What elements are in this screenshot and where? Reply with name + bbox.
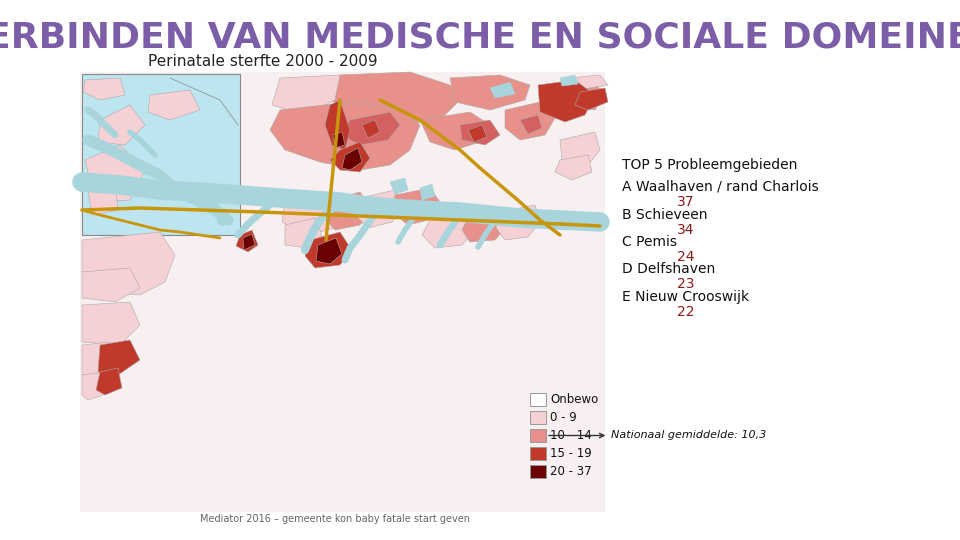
Polygon shape	[496, 205, 540, 240]
Polygon shape	[285, 218, 322, 248]
Bar	[530, 393, 546, 406]
Text: Nationaal gemiddelde: 10,3: Nationaal gemiddelde: 10,3	[549, 430, 766, 441]
Bar	[82, 74, 240, 235]
Bar	[530, 465, 546, 478]
Polygon shape	[243, 234, 255, 250]
Polygon shape	[96, 368, 122, 395]
Text: 20 - 37: 20 - 37	[550, 465, 591, 478]
Text: A Waalhaven / rand Charlois: A Waalhaven / rand Charlois	[622, 180, 819, 194]
Polygon shape	[82, 232, 175, 295]
Polygon shape	[342, 148, 362, 170]
Text: 10 - 14: 10 - 14	[550, 429, 591, 442]
Polygon shape	[560, 75, 578, 86]
Polygon shape	[325, 192, 372, 230]
Text: E Nieuw Crooswijk: E Nieuw Crooswijk	[622, 290, 749, 304]
Polygon shape	[85, 145, 145, 202]
Polygon shape	[560, 132, 600, 165]
Polygon shape	[83, 78, 125, 100]
Bar	[530, 429, 546, 442]
Bar	[530, 411, 546, 424]
Polygon shape	[330, 72, 460, 125]
Polygon shape	[490, 82, 515, 98]
Polygon shape	[420, 184, 435, 200]
Polygon shape	[462, 210, 508, 242]
Polygon shape	[272, 75, 340, 115]
Polygon shape	[538, 80, 595, 122]
Polygon shape	[392, 188, 440, 225]
Text: 0 - 9: 0 - 9	[550, 411, 577, 424]
Polygon shape	[520, 115, 542, 134]
Polygon shape	[362, 120, 380, 138]
Text: 34: 34	[677, 223, 694, 237]
Polygon shape	[305, 232, 352, 268]
Text: 23: 23	[677, 277, 694, 291]
Polygon shape	[82, 372, 112, 400]
Polygon shape	[236, 230, 258, 252]
Bar	[80, 72, 605, 512]
Text: 24: 24	[677, 250, 694, 264]
Polygon shape	[82, 268, 140, 302]
Text: B Schieveen: B Schieveen	[622, 208, 708, 222]
Polygon shape	[330, 142, 370, 172]
Polygon shape	[570, 75, 608, 90]
Polygon shape	[148, 90, 200, 120]
Polygon shape	[88, 180, 118, 215]
Polygon shape	[98, 105, 145, 145]
Polygon shape	[460, 120, 500, 145]
Polygon shape	[355, 190, 405, 228]
Text: Perinatale sterfte 2000 - 2009: Perinatale sterfte 2000 - 2009	[148, 54, 377, 69]
Polygon shape	[325, 100, 350, 150]
Polygon shape	[575, 88, 608, 110]
Polygon shape	[422, 212, 475, 248]
Text: C Pemis: C Pemis	[622, 235, 677, 249]
Text: D Delfshaven: D Delfshaven	[622, 262, 715, 276]
Polygon shape	[555, 78, 605, 110]
Polygon shape	[450, 75, 530, 110]
Text: Mediator 2016 – gemeente kon baby fatale start geven: Mediator 2016 – gemeente kon baby fatale…	[200, 514, 470, 524]
Text: TOP 5 Probleemgebieden: TOP 5 Probleemgebieden	[622, 158, 798, 172]
Text: VERBINDEN VAN MEDISCHE EN SOCIALE DOMEINEN: VERBINDEN VAN MEDISCHE EN SOCIALE DOMEIN…	[0, 20, 960, 54]
Polygon shape	[420, 112, 490, 150]
Text: 22: 22	[677, 305, 694, 319]
Polygon shape	[505, 102, 555, 140]
Polygon shape	[316, 238, 342, 264]
Polygon shape	[390, 178, 408, 194]
Polygon shape	[333, 132, 345, 148]
Text: 37: 37	[677, 195, 694, 209]
Polygon shape	[82, 342, 120, 378]
Polygon shape	[82, 302, 140, 345]
Polygon shape	[282, 192, 345, 235]
Polygon shape	[342, 112, 400, 145]
Polygon shape	[555, 155, 592, 180]
Bar	[530, 447, 546, 460]
Text: 15 - 19: 15 - 19	[550, 447, 591, 460]
Polygon shape	[270, 102, 420, 170]
Polygon shape	[98, 340, 140, 375]
Polygon shape	[468, 125, 487, 142]
Text: Onbewo: Onbewo	[550, 393, 598, 406]
